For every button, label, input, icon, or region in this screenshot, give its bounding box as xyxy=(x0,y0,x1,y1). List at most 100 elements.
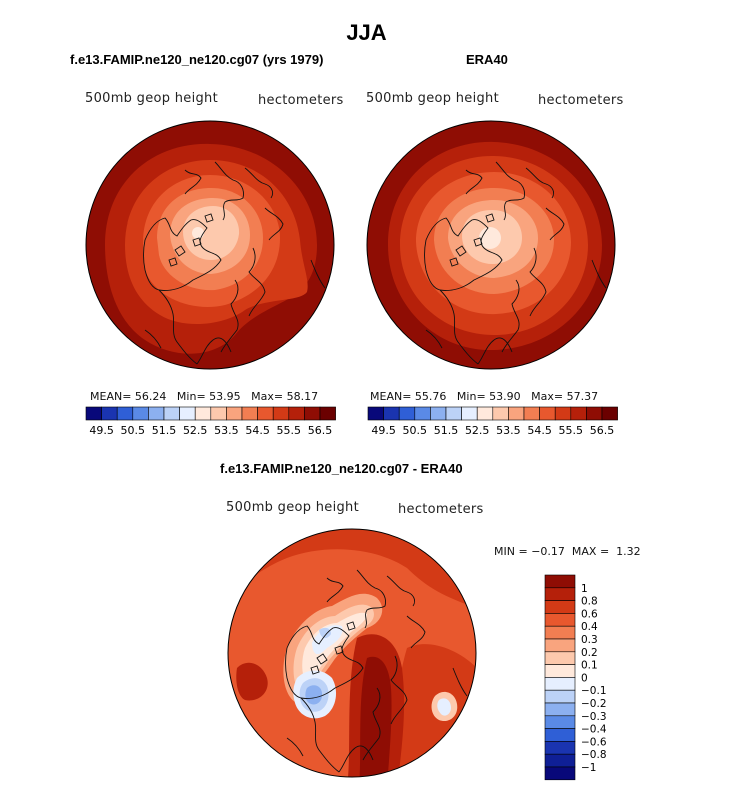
colorbar-tick-label: 56.5 xyxy=(590,424,615,437)
colorbar-swatch xyxy=(544,651,576,665)
colorbar-swatch xyxy=(601,406,618,421)
colorbar-tick-label: 54.5 xyxy=(527,424,552,437)
colorbar-swatch xyxy=(383,406,400,421)
panel2-title: ERA40 xyxy=(466,52,508,67)
colorbar-swatch xyxy=(272,406,290,421)
panel1-title: f.e13.FAMIP.ne120_ne120.cg07 (yrs 1979) xyxy=(70,52,324,67)
colorbar-tick-label: 49.5 xyxy=(89,424,114,437)
colorbar-swatch xyxy=(544,753,576,768)
panel3-colorbar: 10.80.60.40.30.20.10−0.1−0.2−0.3−0.4−0.6… xyxy=(544,574,607,781)
colorbar-swatch xyxy=(544,677,576,691)
main-title: JJA xyxy=(346,20,387,45)
colorbar-tick-label: 52.5 xyxy=(183,424,208,437)
colorbar-swatch xyxy=(241,406,258,421)
colorbar-tick-label: 52.5 xyxy=(465,424,490,437)
colorbar-tick-label: −0.6 xyxy=(581,736,607,748)
colorbar-tick-label: 50.5 xyxy=(403,424,428,437)
colorbar-swatch xyxy=(544,613,576,627)
panel2-min-value: 53.90 xyxy=(489,390,521,403)
colorbar-tick-label: 0.4 xyxy=(581,621,598,633)
colorbar-tick-label: 0.2 xyxy=(581,647,598,659)
colorbar-tick-label: 0 xyxy=(581,672,588,684)
colorbar-swatch xyxy=(132,406,149,421)
panel1-max-label: Max= xyxy=(251,390,284,403)
colorbar-swatch xyxy=(544,689,576,704)
panel2-min-label: Min= xyxy=(456,390,486,403)
colorbar-tick-label: −0.8 xyxy=(581,749,607,761)
colorbar-swatch xyxy=(492,406,509,421)
panel1-stats: MEAN= 56.24 Min= 53.95 Max= 58.17 xyxy=(90,390,318,403)
colorbar-tick-label: 56.5 xyxy=(308,424,333,437)
panel1-min-label: Min= xyxy=(176,390,206,403)
colorbar-tick-label: 0.1 xyxy=(581,660,598,672)
colorbar-tick-label: 0.8 xyxy=(581,596,598,608)
colorbar-tick-label: −1 xyxy=(581,762,596,774)
colorbar-swatch xyxy=(508,406,525,421)
colorbar-swatch xyxy=(163,406,180,421)
colorbar-tick-label: 53.5 xyxy=(496,424,521,437)
panel3-max-label: MAX = xyxy=(571,545,610,558)
panel3-variable-label: 500mb geop height xyxy=(226,500,359,515)
panel2-units-label: hectometers xyxy=(538,93,624,108)
colorbar-swatch xyxy=(554,406,572,421)
panel3-max-value: 1.32 xyxy=(616,545,641,558)
panel2-variable-label: 500mb geop height xyxy=(366,91,499,106)
colorbar-swatch xyxy=(304,406,321,421)
panel2-max-value: 57.37 xyxy=(566,390,599,403)
panel3-units-label: hectometers xyxy=(398,502,484,517)
colorbar-tick-label: −0.2 xyxy=(581,698,607,710)
colorbar-swatch xyxy=(116,406,134,421)
colorbar-tick-label: 51.5 xyxy=(152,424,177,437)
colorbar-swatch xyxy=(544,638,576,653)
colorbar-swatch xyxy=(179,406,196,421)
colorbar-tick-label: 0.6 xyxy=(581,608,598,620)
colorbar-swatch xyxy=(101,406,118,421)
panel2-colorbar: 49.5 50.5 51.5 52.5 53.5 54.5 55.5 56.5 xyxy=(367,406,618,437)
colorbar-swatch xyxy=(544,664,576,678)
panel3-min-value: −0.17 xyxy=(531,545,565,558)
colorbar-tick-label: 1 xyxy=(581,583,588,595)
colorbar-swatch xyxy=(570,406,587,421)
panel1-colorbar: 49.5 50.5 51.5 52.5 53.5 54.5 55.5 56.5 xyxy=(85,406,336,437)
panel1-map xyxy=(85,120,335,370)
colorbar-tick-label: 55.5 xyxy=(277,424,302,437)
colorbar-swatch xyxy=(445,406,462,421)
colorbar-swatch xyxy=(544,715,576,729)
panel1-min-value: 53.95 xyxy=(209,390,241,403)
panel1-units-label: hectometers xyxy=(258,93,344,108)
colorbar-tick-label: 54.5 xyxy=(245,424,270,437)
panel2-mean-value: 55.76 xyxy=(414,390,447,403)
panel1-variable-label: 500mb geop height xyxy=(85,91,218,106)
colorbar-tick-label: 49.5 xyxy=(371,424,396,437)
colorbar-tick-label: 51.5 xyxy=(434,424,459,437)
colorbar-swatch xyxy=(523,406,540,421)
colorbar-swatch xyxy=(430,406,447,421)
colorbar-swatch xyxy=(544,574,576,589)
panel2-stats: MEAN= 55.76 Min= 53.90 Max= 57.37 xyxy=(370,390,598,403)
colorbar-swatch xyxy=(544,587,576,601)
colorbar-swatch xyxy=(544,600,576,614)
colorbar-swatch xyxy=(586,406,603,421)
colorbar-swatch xyxy=(226,406,243,421)
colorbar-swatch xyxy=(461,406,478,421)
panel3-min-label: MIN = xyxy=(494,545,528,558)
colorbar-swatch xyxy=(257,406,274,421)
panel2-map xyxy=(366,120,616,370)
colorbar-swatch xyxy=(414,406,431,421)
colorbar-tick-label: −0.3 xyxy=(581,711,607,723)
colorbar-tick-label: 50.5 xyxy=(121,424,145,437)
colorbar-swatch xyxy=(210,406,227,421)
panel2-mean-label: MEAN= xyxy=(370,390,412,403)
colorbar-tick-label: 0.3 xyxy=(581,634,598,646)
colorbar-swatch xyxy=(539,406,556,421)
colorbar-swatch xyxy=(319,406,336,421)
colorbar-swatch xyxy=(148,406,165,421)
colorbar-swatch xyxy=(194,406,212,421)
colorbar-tick-label: 53.5 xyxy=(214,424,239,437)
panel3-title: f.e13.FAMIP.ne120_ne120.cg07 - ERA40 xyxy=(220,461,463,476)
colorbar-swatch xyxy=(544,766,576,781)
colorbar-swatch xyxy=(476,406,494,421)
colorbar-swatch xyxy=(544,741,576,755)
panel2-max-label: Max= xyxy=(531,390,564,403)
colorbar-swatch xyxy=(398,406,416,421)
